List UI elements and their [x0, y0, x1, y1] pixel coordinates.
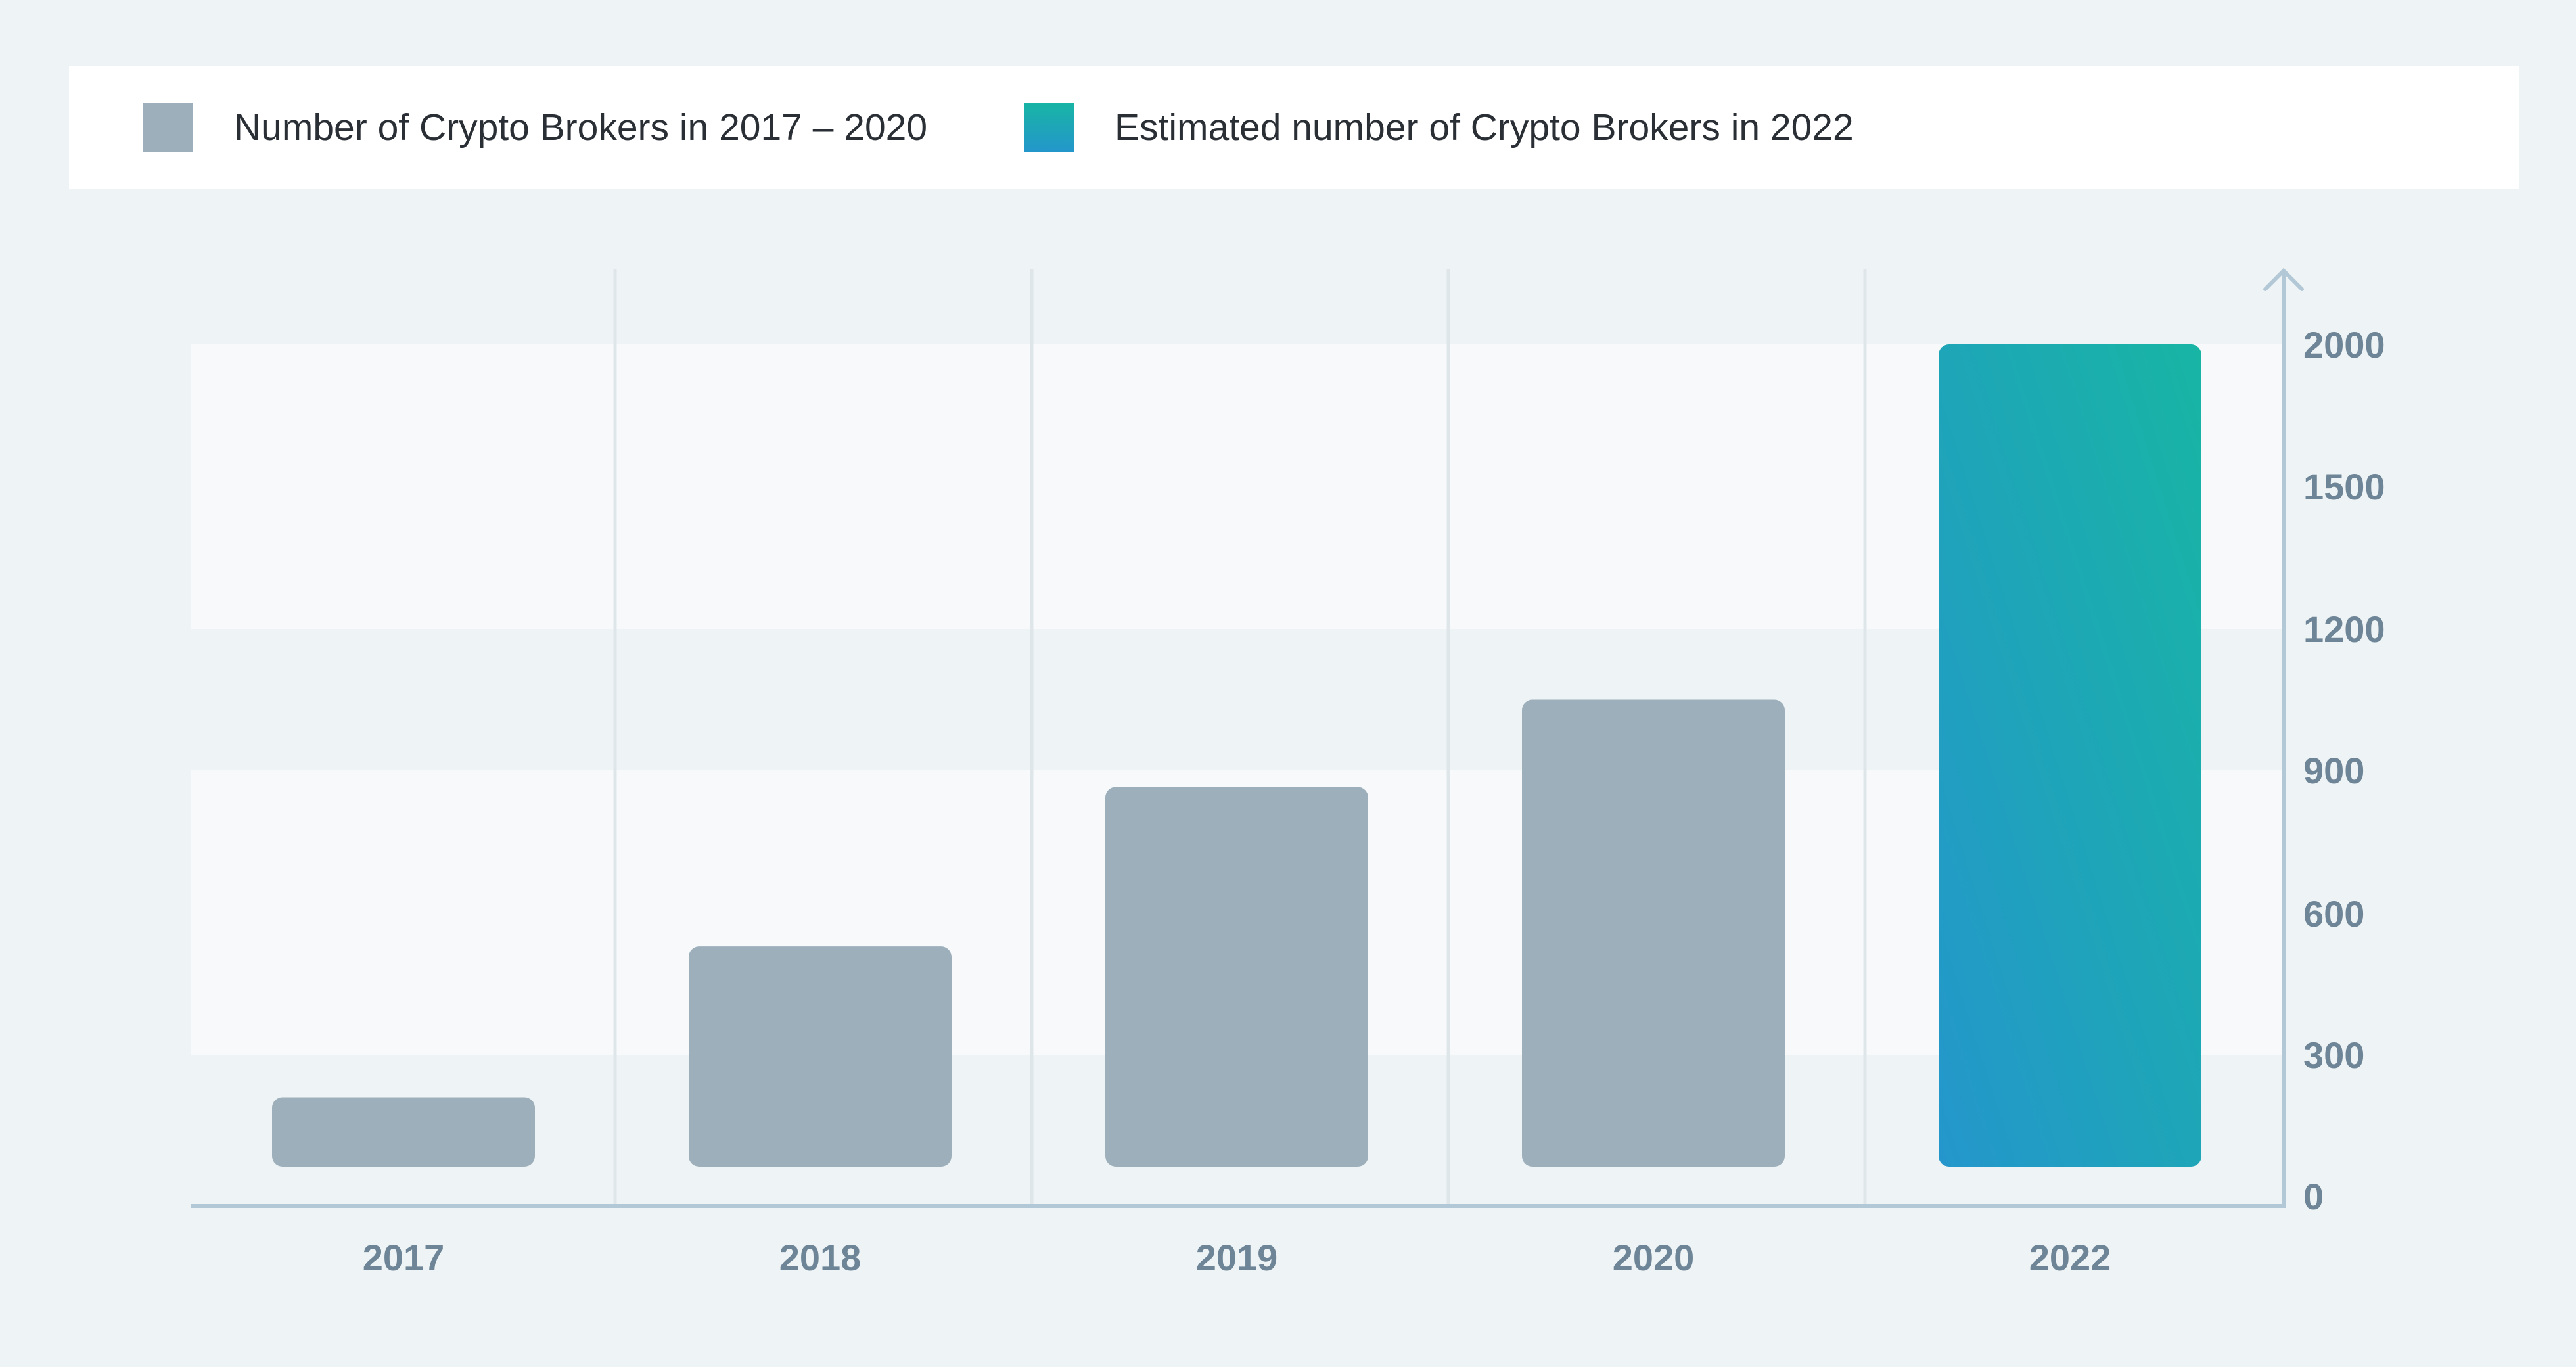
bar-2020 [1522, 699, 1785, 1167]
legend-label-estimated: Estimated number of Crypto Brokers in 20… [1115, 106, 1854, 149]
y-tick-label: 1200 [2303, 609, 2385, 650]
y-tick-label: 300 [2303, 1034, 2364, 1076]
legend-label-actual: Number of Crypto Brokers in 2017 – 2020 [234, 106, 928, 149]
y-tick-label: 1500 [2303, 466, 2385, 507]
grid-band [191, 344, 2284, 487]
legend-item-actual: Number of Crypto Brokers in 2017 – 2020 [143, 66, 927, 189]
x-tick-label: 2020 [1613, 1237, 1695, 1278]
x-tick-label: 2017 [363, 1237, 445, 1278]
legend: Number of Crypto Brokers in 2017 – 2020 … [69, 66, 2519, 189]
y-tick-label: 0 [2303, 1176, 2324, 1217]
bar-2018 [689, 946, 952, 1167]
y-tick-label: 2000 [2303, 324, 2385, 365]
y-axis-arrow-icon [2263, 267, 2304, 291]
x-tick-label: 2018 [779, 1237, 862, 1278]
legend-swatch-estimated [1024, 102, 1074, 152]
legend-swatch-actual [143, 102, 193, 152]
bar-2017 [272, 1097, 535, 1167]
y-tick-label: 900 [2303, 750, 2364, 791]
legend-item-estimated: Estimated number of Crypto Brokers in 20… [1024, 66, 1854, 189]
y-tick-label: 600 [2303, 893, 2364, 935]
x-tick-label: 2019 [1196, 1237, 1278, 1278]
bar-2022 [1939, 344, 2201, 1167]
grid-band [191, 486, 2284, 629]
x-tick-label: 2022 [2029, 1237, 2111, 1278]
bar-2019 [1105, 787, 1368, 1167]
